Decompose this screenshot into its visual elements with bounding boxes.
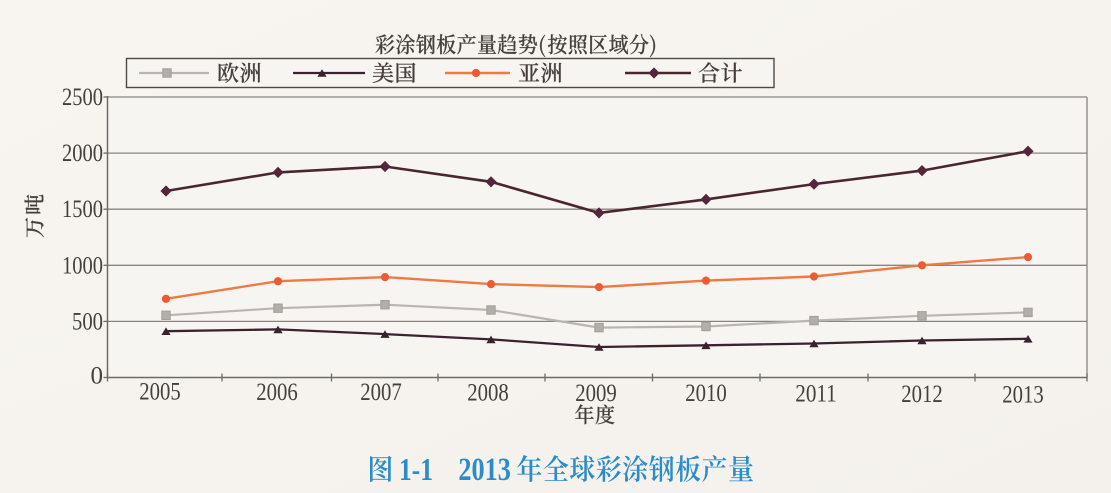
svg-text:1-1: 1-1 bbox=[399, 451, 433, 487]
svg-text:2011: 2011 bbox=[795, 381, 837, 408]
svg-text:2008: 2008 bbox=[467, 380, 509, 407]
svg-text:1000: 1000 bbox=[62, 252, 103, 279]
svg-text:2007: 2007 bbox=[360, 379, 402, 406]
svg-text:2010: 2010 bbox=[685, 380, 727, 407]
svg-text:1500: 1500 bbox=[62, 196, 103, 223]
svg-text:2013: 2013 bbox=[458, 452, 511, 488]
svg-text:2005: 2005 bbox=[139, 379, 181, 406]
svg-text:500: 500 bbox=[72, 308, 103, 335]
svg-text:2500: 2500 bbox=[62, 84, 103, 111]
svg-text:2006: 2006 bbox=[256, 379, 298, 406]
svg-text:2000: 2000 bbox=[62, 140, 103, 167]
svg-text:2013: 2013 bbox=[1002, 381, 1044, 408]
svg-text:2012: 2012 bbox=[901, 381, 943, 408]
svg-text:0: 0 bbox=[91, 363, 104, 390]
svg-text:2009: 2009 bbox=[575, 380, 617, 407]
